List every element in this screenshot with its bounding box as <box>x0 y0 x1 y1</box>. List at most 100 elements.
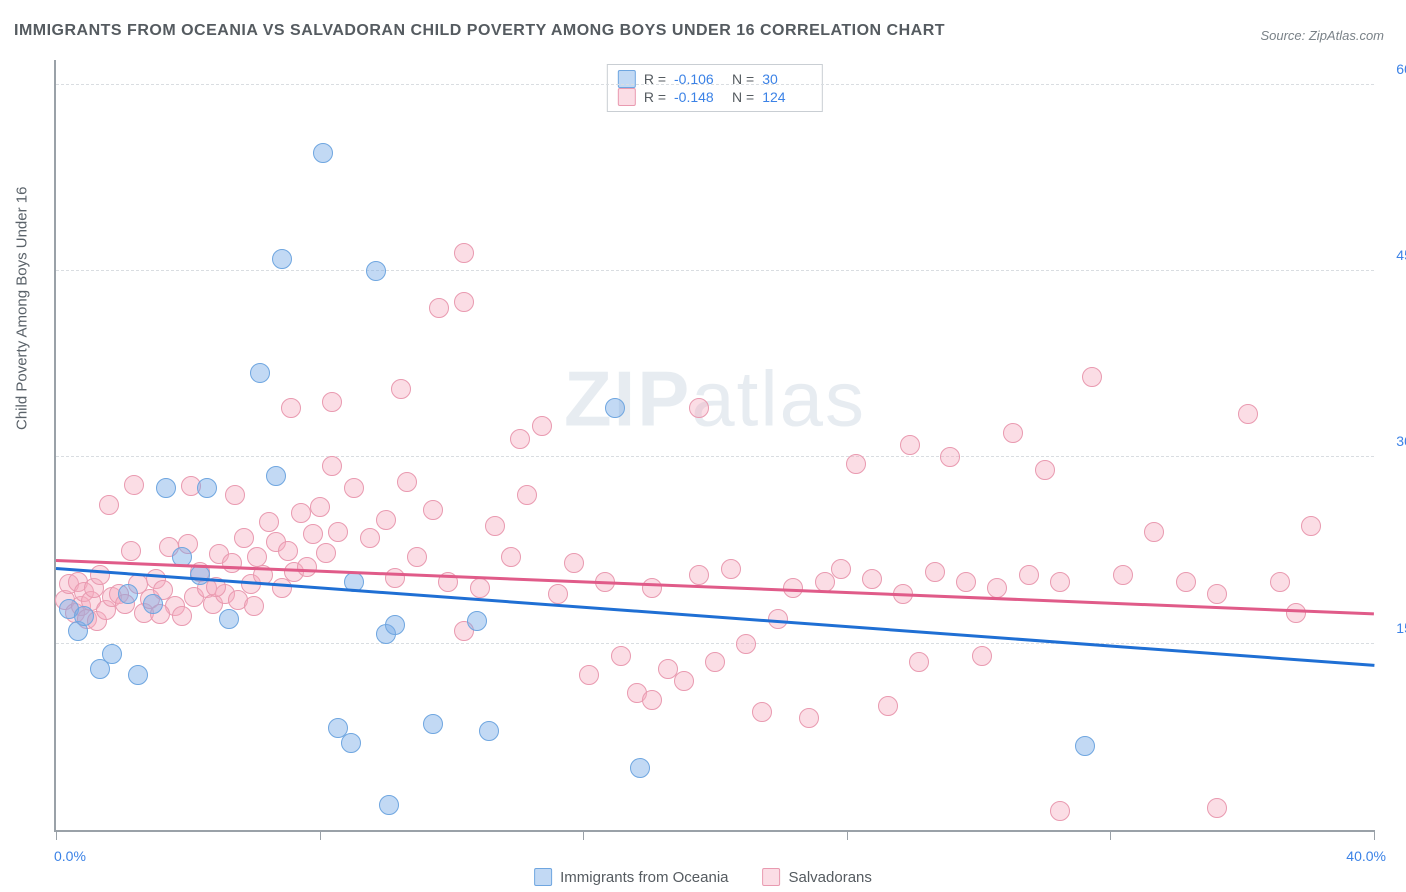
point-pink <box>1286 603 1306 623</box>
point-blue <box>197 478 217 498</box>
legend-series: Immigrants from Oceania Salvadorans <box>534 868 872 886</box>
chart-title: IMMIGRANTS FROM OCEANIA VS SALVADORAN CH… <box>14 22 945 40</box>
point-pink <box>1050 572 1070 592</box>
x-tick-left: 0.0% <box>54 848 86 864</box>
point-blue <box>250 363 270 383</box>
point-pink <box>225 485 245 505</box>
point-pink <box>272 578 292 598</box>
point-pink <box>862 569 882 589</box>
point-pink <box>831 559 851 579</box>
gridline <box>56 270 1374 271</box>
source-label: Source: ZipAtlas.com <box>1260 28 1384 43</box>
legend-swatch <box>534 868 552 886</box>
point-pink <box>878 696 898 716</box>
point-pink <box>454 243 474 263</box>
point-pink <box>1301 516 1321 536</box>
point-pink <box>303 524 323 544</box>
y-tick-label: 60.0% <box>1396 61 1406 77</box>
point-pink <box>642 690 662 710</box>
point-pink <box>124 475 144 495</box>
point-blue <box>479 721 499 741</box>
point-pink <box>429 298 449 318</box>
point-pink <box>99 495 119 515</box>
legend-item: Immigrants from Oceania <box>534 868 728 886</box>
point-pink <box>642 578 662 598</box>
point-pink <box>987 578 1007 598</box>
point-blue <box>219 609 239 629</box>
x-tick-right: 40.0% <box>1346 848 1386 864</box>
point-pink <box>247 547 267 567</box>
point-blue <box>366 261 386 281</box>
point-pink <box>752 702 772 722</box>
point-pink <box>423 500 443 520</box>
point-pink <box>485 516 505 536</box>
point-pink <box>940 447 960 467</box>
gridline <box>56 456 1374 457</box>
point-pink <box>579 665 599 685</box>
point-pink <box>1113 565 1133 585</box>
point-pink <box>956 572 976 592</box>
point-pink <box>1238 404 1258 424</box>
point-blue <box>467 611 487 631</box>
point-pink <box>316 543 336 563</box>
x-tick <box>320 830 321 840</box>
legend-item: Salvadorans <box>763 868 872 886</box>
legend-row: R =-0.106N =30 <box>618 70 812 88</box>
point-pink <box>611 646 631 666</box>
legend-label: Salvadorans <box>789 869 872 886</box>
point-pink <box>454 292 474 312</box>
point-pink <box>846 454 866 474</box>
point-blue <box>128 665 148 685</box>
point-blue <box>630 758 650 778</box>
point-pink <box>234 528 254 548</box>
point-blue <box>74 606 94 626</box>
point-pink <box>376 510 396 530</box>
point-pink <box>1207 584 1227 604</box>
point-pink <box>322 456 342 476</box>
point-pink <box>1270 572 1290 592</box>
point-pink <box>705 652 725 672</box>
point-pink <box>1176 572 1196 592</box>
point-blue <box>190 565 210 585</box>
point-pink <box>291 503 311 523</box>
point-pink <box>385 568 405 588</box>
point-pink <box>121 541 141 561</box>
point-pink <box>689 565 709 585</box>
point-pink <box>501 547 521 567</box>
point-pink <box>391 379 411 399</box>
point-pink <box>721 559 741 579</box>
point-pink <box>259 512 279 532</box>
point-pink <box>407 547 427 567</box>
point-pink <box>360 528 380 548</box>
point-pink <box>1019 565 1039 585</box>
legend-correlation: R =-0.106N =30R =-0.148N =124 <box>607 64 823 112</box>
point-blue <box>102 644 122 664</box>
y-axis-label: Child Poverty Among Boys Under 16 <box>14 187 31 430</box>
point-pink <box>532 416 552 436</box>
legend-row: R =-0.148N =124 <box>618 88 812 106</box>
point-pink <box>564 553 584 573</box>
point-pink <box>510 429 530 449</box>
point-pink <box>297 557 317 577</box>
point-pink <box>90 565 110 585</box>
point-blue <box>605 398 625 418</box>
point-blue <box>1075 736 1095 756</box>
legend-swatch <box>763 868 781 886</box>
point-pink <box>1207 798 1227 818</box>
point-pink <box>1035 460 1055 480</box>
point-pink <box>172 606 192 626</box>
point-pink <box>1050 801 1070 821</box>
point-pink <box>1144 522 1164 542</box>
point-pink <box>322 392 342 412</box>
point-blue <box>156 478 176 498</box>
point-blue <box>385 615 405 635</box>
point-pink <box>900 435 920 455</box>
point-pink <box>972 646 992 666</box>
legend-swatch <box>618 70 636 88</box>
point-pink <box>909 652 929 672</box>
point-pink <box>281 398 301 418</box>
point-pink <box>397 472 417 492</box>
gridline <box>56 643 1374 644</box>
point-pink <box>222 553 242 573</box>
point-pink <box>244 596 264 616</box>
